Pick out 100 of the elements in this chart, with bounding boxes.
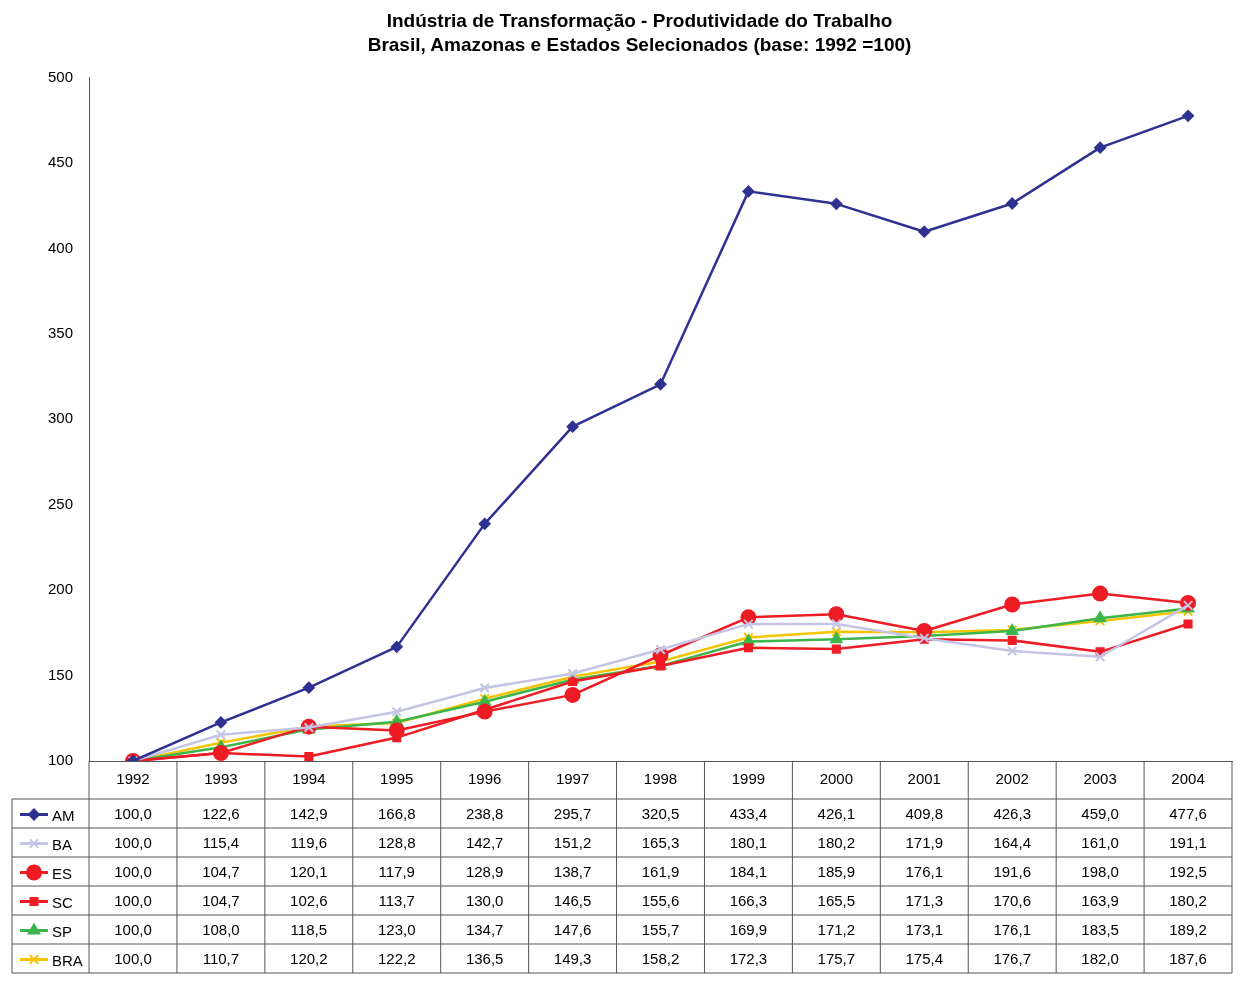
data-label: 176,7 — [993, 949, 1031, 967]
x-tick-label: 1999 — [731, 770, 766, 788]
data-label: 184,1 — [729, 862, 768, 880]
data-label: 117,9 — [378, 862, 415, 880]
data-label: 171,2 — [817, 920, 856, 938]
legend-label: SC — [52, 893, 73, 911]
data-label: 191,6 — [993, 862, 1031, 880]
data-label: 108,0 — [202, 920, 240, 938]
data-label: 169,9 — [729, 920, 768, 938]
data-label: 175,4 — [905, 949, 944, 967]
y-tick-label: 400 — [48, 238, 74, 256]
data-label: 426,1 — [817, 804, 856, 822]
data-label: 176,1 — [993, 920, 1031, 938]
data-label: 151,2 — [553, 833, 592, 851]
data-label: 104,7 — [202, 891, 240, 909]
data-label: 180,2 — [1169, 891, 1207, 909]
data-label: 100,0 — [114, 891, 152, 909]
data-label: 100,0 — [114, 862, 152, 880]
data-label: 183,5 — [1081, 920, 1119, 938]
legend-label: SP — [52, 922, 73, 940]
data-label: 477,6 — [1169, 804, 1207, 822]
data-label: 198,0 — [1081, 862, 1119, 880]
x-tick-label: 2004 — [1171, 770, 1205, 788]
data-label: 182,0 — [1081, 949, 1119, 967]
data-label: 185,9 — [817, 862, 856, 880]
data-label: 142,9 — [290, 804, 328, 822]
data-label: 100,0 — [114, 949, 152, 967]
data-label: 192,5 — [1169, 862, 1207, 880]
data-label: 134,7 — [465, 920, 504, 938]
data-label: 102,6 — [290, 891, 328, 909]
data-label: 119,6 — [290, 833, 328, 851]
data-label: 191,1 — [1169, 833, 1207, 851]
data-label: 155,6 — [641, 891, 680, 909]
y-tick-label: 250 — [48, 494, 74, 512]
data-label: 100,0 — [114, 920, 152, 938]
data-label: 122,6 — [202, 804, 240, 822]
x-tick-label: 2000 — [819, 770, 854, 788]
x-tick-label: 2001 — [907, 770, 941, 788]
chart-title: Indústria de Transformação - Produtividade do Trabalho — [386, 9, 893, 31]
data-label: 158,2 — [641, 949, 680, 967]
data-label: 295,7 — [553, 804, 592, 822]
x-tick-label: 1995 — [380, 770, 414, 788]
data-label: 104,7 — [202, 862, 240, 880]
data-label: 113,7 — [378, 891, 415, 909]
legend-label: ES — [52, 864, 73, 882]
y-tick-label: 350 — [48, 324, 74, 342]
data-label: 163,9 — [1081, 891, 1119, 909]
data-label: 136,5 — [465, 949, 504, 967]
x-tick-label: 1992 — [116, 770, 150, 788]
data-label: 433,4 — [729, 804, 768, 822]
data-label: 173,1 — [905, 920, 944, 938]
data-label: 138,7 — [553, 862, 592, 880]
data-label: 142,7 — [465, 833, 504, 851]
data-label: 155,7 — [641, 920, 680, 938]
data-label: 149,3 — [553, 949, 592, 967]
x-tick-label: 1998 — [643, 770, 678, 788]
y-tick-label: 300 — [48, 409, 74, 427]
data-label: 120,2 — [290, 949, 328, 967]
data-label: 171,9 — [905, 833, 944, 851]
data-label: 171,3 — [905, 891, 944, 909]
data-label: 180,2 — [817, 833, 856, 851]
data-label: 122,2 — [377, 949, 416, 967]
y-tick-label: 450 — [48, 153, 74, 171]
data-label: 164,4 — [993, 833, 1031, 851]
data-label: 320,5 — [641, 804, 680, 822]
data-label: 426,3 — [993, 804, 1031, 822]
data-label: 161,9 — [641, 862, 680, 880]
data-label: 187,6 — [1169, 949, 1207, 967]
data-label: 170,6 — [993, 891, 1031, 909]
x-tick-label: 1996 — [467, 770, 502, 788]
data-label: 128,9 — [465, 862, 504, 880]
data-label: 166,3 — [729, 891, 768, 909]
data-label: 175,7 — [817, 949, 856, 967]
data-label: 118,5 — [290, 920, 328, 938]
x-tick-label: 2003 — [1083, 770, 1117, 788]
x-tick-label: 2002 — [995, 770, 1029, 788]
x-tick-label: 1994 — [292, 770, 326, 788]
x-tick-label: 1993 — [204, 770, 238, 788]
legend-label: BRA — [52, 951, 83, 969]
data-label: 459,0 — [1081, 804, 1119, 822]
legend-label: BA — [52, 835, 73, 853]
data-label: 147,6 — [553, 920, 592, 938]
data-label: 165,5 — [817, 891, 856, 909]
data-label: 123,0 — [377, 920, 416, 938]
data-label: 238,8 — [465, 804, 504, 822]
y-tick-label: 500 — [48, 67, 74, 85]
data-label: 172,3 — [729, 949, 768, 967]
data-label: 180,1 — [729, 833, 768, 851]
data-label: 130,0 — [465, 891, 504, 909]
data-label: 110,7 — [202, 949, 240, 967]
data-label: 146,5 — [553, 891, 592, 909]
x-tick-label: 1997 — [555, 770, 590, 788]
data-label: 161,0 — [1081, 833, 1119, 851]
y-tick-label: 150 — [48, 665, 74, 683]
y-tick-label: 200 — [48, 580, 74, 598]
data-label: 120,1 — [290, 862, 328, 880]
data-label: 176,1 — [905, 862, 944, 880]
data-label: 100,0 — [114, 804, 152, 822]
chart-subtitle: Brasil, Amazonas e Estados Selecionados (base: 1992 =100) — [367, 34, 912, 56]
data-label: 166,8 — [377, 804, 416, 822]
